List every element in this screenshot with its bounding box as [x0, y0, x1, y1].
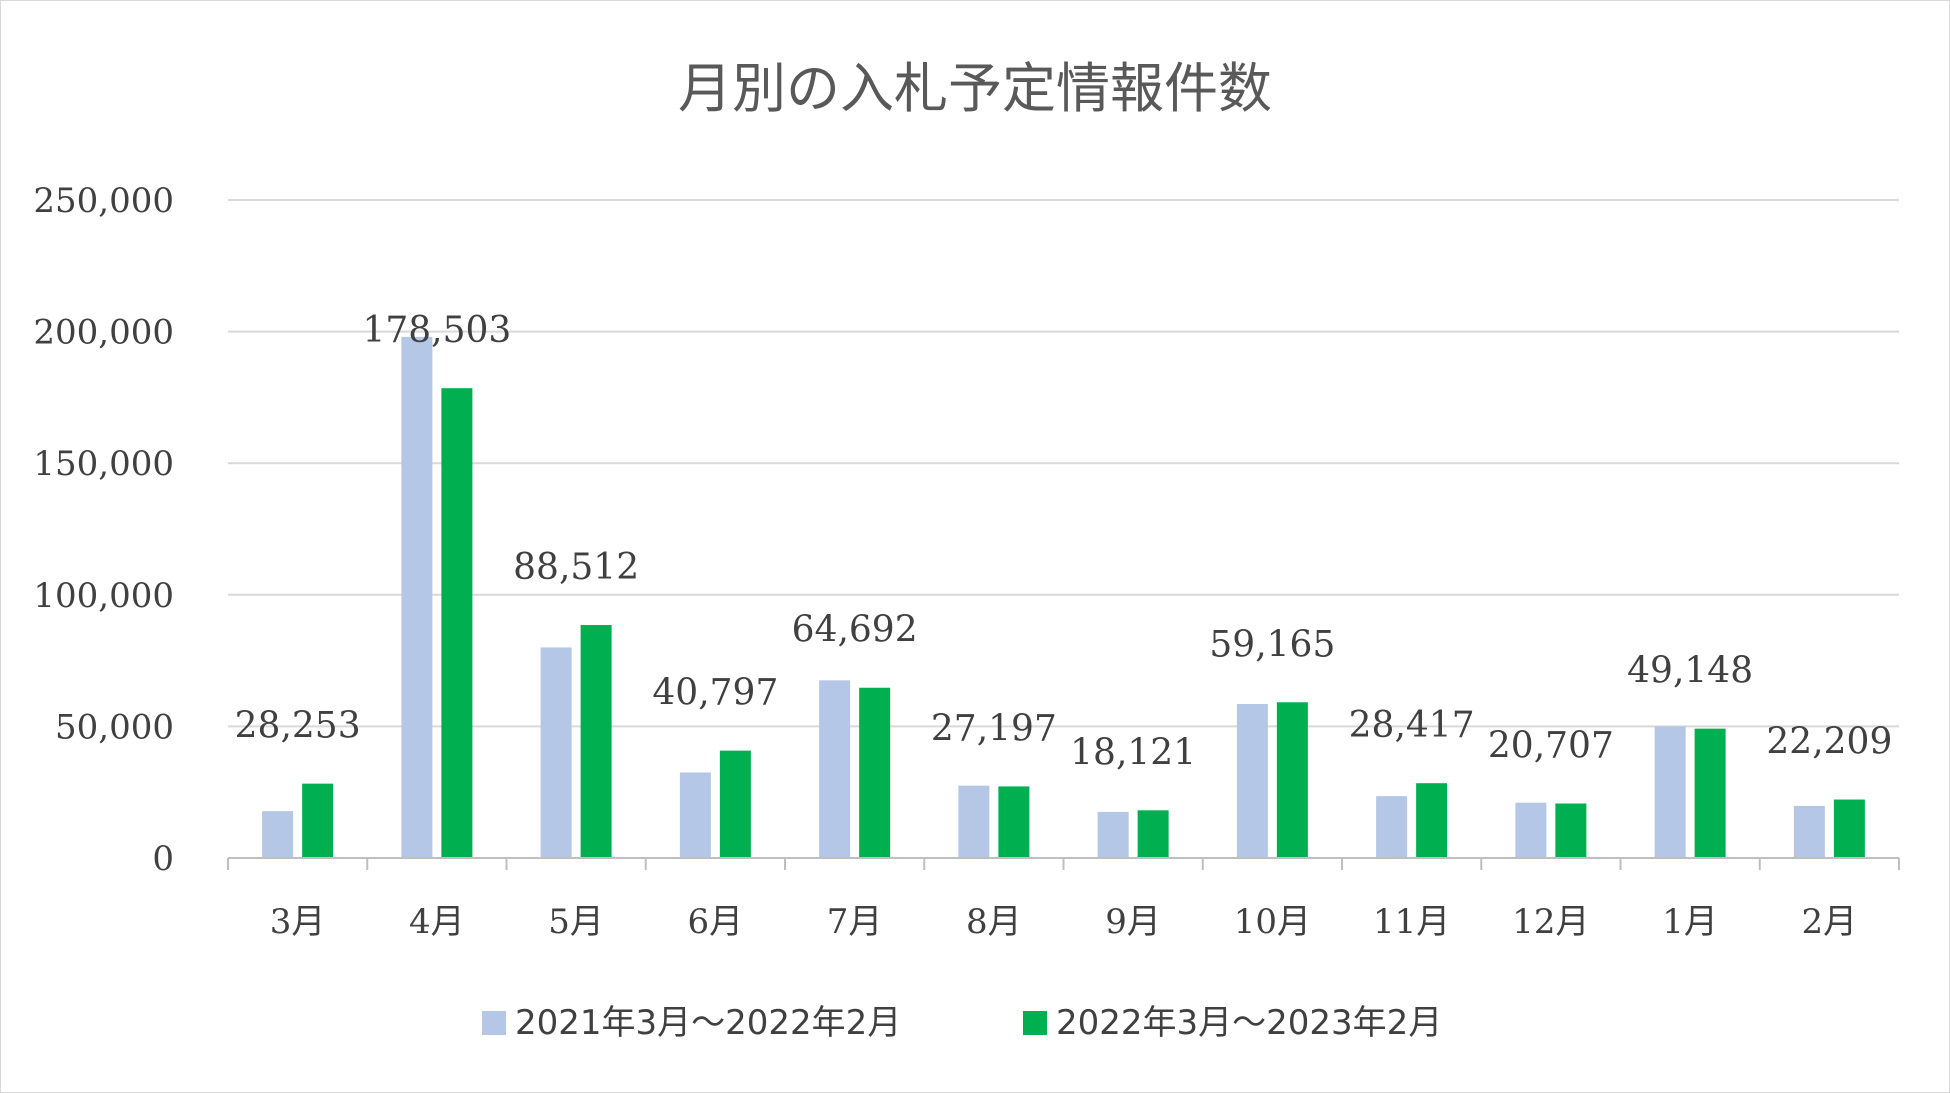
data-label: 18,121: [1070, 732, 1196, 773]
gridlines: [228, 199, 1899, 728]
bar-2021: [958, 785, 990, 858]
bar-2021: [1654, 726, 1686, 858]
data-label: 64,692: [792, 610, 918, 651]
bar-2022: [1276, 702, 1308, 858]
y-tick-label: 0: [152, 839, 174, 879]
y-tick-label: 200,000: [33, 313, 174, 353]
x-axis-ticks: 3月 4月 5月 6月 7月 8月 9月 10月 11月 12月 1月 2月: [270, 902, 1857, 942]
x-tick-label: 9月: [1105, 902, 1161, 942]
x-tick-label: 1月: [1662, 902, 1718, 942]
data-labels: 28,253 178,503 88,512 40,797 64,692 27,197 18,…: [235, 310, 1893, 773]
data-label: 28,417: [1349, 705, 1475, 746]
y-tick-label: 150,000: [33, 444, 174, 484]
x-tick-label: 11月: [1373, 902, 1450, 942]
bar-2021: [540, 647, 572, 858]
bar-2021: [819, 680, 851, 858]
bar-2022: [1833, 799, 1865, 858]
bar-2021: [401, 336, 433, 858]
data-label: 178,503: [362, 310, 511, 351]
bar-2022: [441, 388, 473, 858]
bar-2022: [998, 786, 1030, 858]
bar-2021: [1793, 805, 1825, 858]
bar-2021: [1097, 811, 1129, 858]
bar-2022: [719, 750, 751, 858]
legend-swatch: [1023, 1011, 1047, 1035]
legend-label: 2022年3月～2023年2月: [1056, 1003, 1442, 1043]
bar-2022: [302, 783, 334, 858]
bar-2021: [1515, 802, 1547, 858]
x-tick-label: 10月: [1234, 902, 1311, 942]
x-tick-label: 5月: [548, 902, 604, 942]
data-label: 59,165: [1209, 624, 1335, 665]
x-tick-label: 12月: [1512, 902, 1589, 942]
x-tick-label: 8月: [966, 902, 1022, 942]
bar-2021: [1376, 796, 1408, 858]
x-tick-label: 7月: [827, 902, 883, 942]
x-tick-label: 3月: [270, 902, 326, 942]
y-tick-label: 50,000: [55, 707, 174, 747]
y-tick-label: 250,000: [33, 181, 174, 221]
bar-2022: [859, 687, 891, 858]
data-label: 20,707: [1488, 725, 1614, 766]
bar-2022: [580, 625, 612, 858]
data-label: 49,148: [1627, 651, 1753, 692]
bar-2021: [1236, 704, 1268, 858]
data-label: 22,209: [1766, 722, 1892, 763]
data-label: 40,797: [652, 673, 778, 714]
x-axis: [227, 857, 1900, 870]
y-tick-label: 100,000: [33, 576, 174, 616]
legend-swatch: [482, 1011, 506, 1035]
data-label: 27,197: [931, 708, 1057, 749]
bar-2022: [1137, 810, 1169, 858]
chart-title: 月別の入札予定情報件数: [678, 57, 1272, 120]
x-tick-label: 6月: [688, 902, 744, 942]
x-tick-label: 2月: [1802, 902, 1858, 942]
bars: [262, 336, 1865, 858]
bar-2021: [262, 811, 294, 858]
data-label: 28,253: [235, 706, 361, 747]
data-label: 88,512: [513, 547, 639, 588]
bar-2021: [679, 772, 711, 858]
bar-2022: [1416, 783, 1448, 858]
x-tick-label: 4月: [409, 902, 465, 942]
legend: 2021年3月～2022年2月 2022年3月～2023年2月: [482, 1003, 1442, 1043]
y-axis-ticks: 0 50,000 100,000 150,000 200,000 250,000: [33, 181, 174, 879]
legend-label: 2021年3月～2022年2月: [515, 1003, 901, 1043]
bar-2022: [1694, 728, 1726, 858]
bar-2022: [1555, 803, 1587, 858]
